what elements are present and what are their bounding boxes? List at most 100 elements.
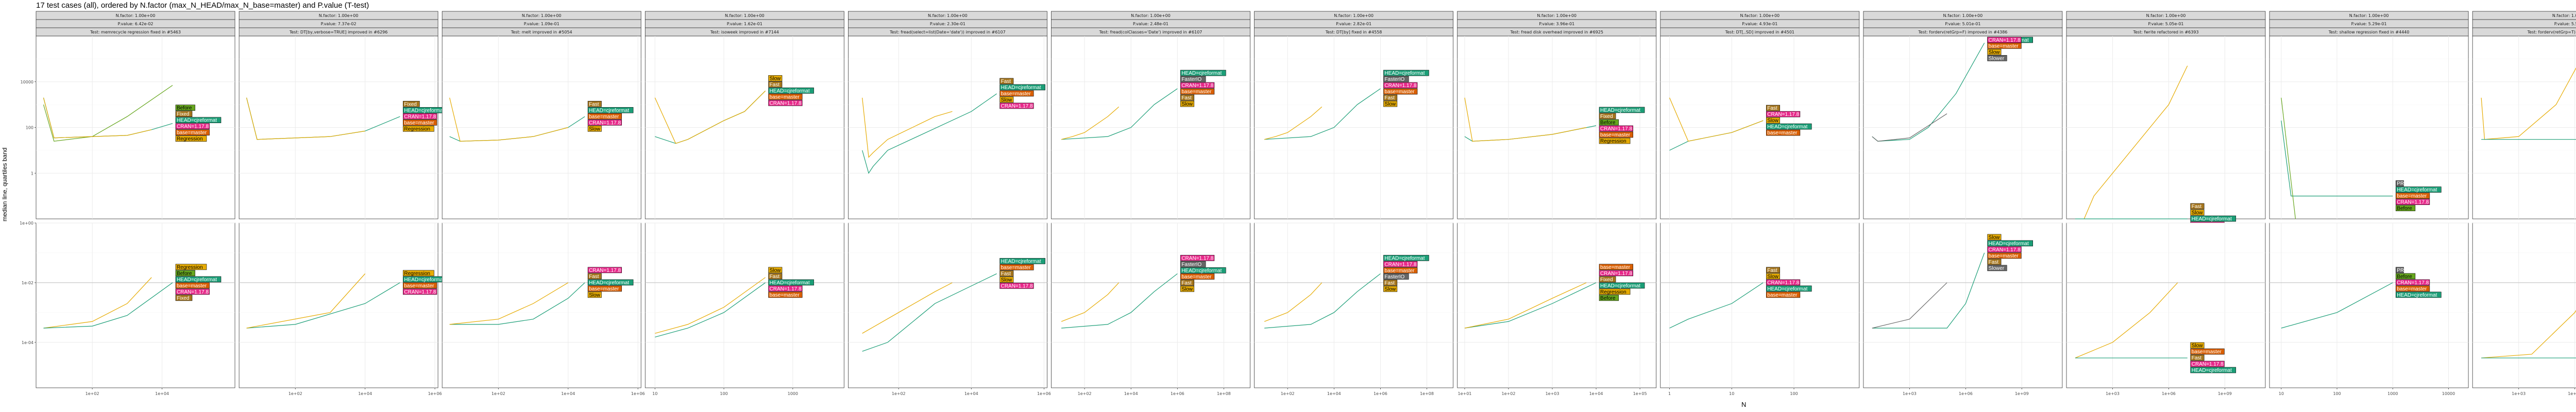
series-line [654,90,766,144]
facet-panel: N.factor: 1.00e+00 P.value: 1.62e-01 Test:… [645,11,844,396]
panel-background [239,222,438,388]
direct-label-box [999,270,1014,277]
x-tick-label: 1e+03 [1903,391,1917,396]
facet-strip-label: N.factor: 1.00e+00 [725,13,765,18]
direct-label: Slow [1767,118,1778,124]
direct-label-box [2190,342,2205,349]
direct-label-box [999,264,1034,270]
facet-strip-label: Test: memrecycle regression fixed in #54… [90,30,181,35]
direct-label: HEAD=cjreformat [1001,259,1041,264]
series-line [43,282,173,329]
facet-strip-label: N.factor: 1.00e+00 [522,13,562,18]
direct-label-box [175,295,193,301]
x-tick-label: 100 [1790,391,1798,396]
facet-panel: N.factor: 1.00e+00 P.value: 5.05e-01 Test:… [2066,11,2266,396]
direct-label-box [999,283,1034,289]
direct-label: CRAN=1.17.8 [770,286,802,292]
series-line [1264,88,1381,140]
direct-label: CRAN=1.17.8 [1767,112,1799,117]
series-line [2281,97,2296,219]
x-tick-label: 10000 [2442,391,2455,396]
direct-label-box [768,88,814,94]
x-tick-label: 1e+03 [2106,391,2120,396]
panel-background [2269,222,2469,388]
direct-label: CRAN=1.17.8 [1181,255,1213,261]
direct-label-box [2396,273,2416,280]
direct-label: Fast [1181,95,1192,101]
direct-label-box [403,282,437,289]
direct-label-box [1766,123,1812,130]
facet-strip-label: Test: fread(select=list(Date='date')) im… [889,30,1006,35]
series-line [1464,97,1587,142]
direct-label: Fixed [1600,277,1613,283]
direct-label: base=master [2397,286,2427,292]
facet-strip-label: Test: fread(colClasses='Date') improved … [1099,30,1202,35]
direct-label-box [1987,259,2002,265]
direct-label-box [175,129,210,135]
direct-label-box [1766,111,1801,117]
direct-label-box [1599,138,1631,144]
direct-label: HEAD=cjreformat [1767,124,1807,130]
direct-label: Slow [1181,286,1193,292]
x-tick-label: 1e+04 [1589,391,1603,396]
direct-label-box [1180,94,1195,101]
direct-label: HEAD=cjreformat [1001,85,1041,91]
direct-label-box [2190,348,2225,355]
direct-label: Fast [1767,268,1777,273]
x-tick-label: 1000 [2387,391,2398,396]
facet-panel: N.factor: 1.00e+00 P.value: 2.48e-01 Test:… [1051,11,1250,396]
direct-label: Regression [177,265,203,270]
direct-label: base=master [1181,89,1212,95]
direct-label: HEAD=cjreformat [1384,255,1425,261]
x-tick-label: 1e+02 [892,391,906,396]
direct-label: Slow [2192,343,2203,349]
series-line [1061,88,1178,140]
direct-label-box [403,288,437,295]
direct-label-box [1987,234,2002,241]
direct-label-box [1599,282,1645,289]
facet-strip-label: N.factor: 1.00e+00 [1537,13,1577,18]
direct-label: HEAD=cjreformat [177,277,217,283]
direct-label: FasterIO [1181,77,1201,82]
series-line [246,282,400,329]
direct-label: Slower [1989,266,2005,271]
x-tick-label: 1e+09 [2218,391,2232,396]
direct-label-box [587,285,622,292]
x-tick-label: 1e+06 [1374,391,1387,396]
panel-background [645,222,844,388]
x-tick-label: 1e+02 [86,391,99,396]
direct-label: Regression [177,136,203,142]
direct-label-box [2190,209,2205,216]
series-line [1464,282,1587,329]
y-tick-label: 10000 [21,80,33,84]
direct-label: base=master [1001,91,1031,97]
facet-panel: N.factor: 1.00e+00 P.value: 5.01e-01 Test:… [1863,11,2063,396]
direct-label: base=master [2192,349,2222,355]
direct-label: base=master [1767,293,1798,298]
series-line [449,282,585,325]
direct-label: Slower [1989,56,2005,61]
facet-panel: N.factor: 1.00e+00 P.value: 2.30e-01 Test:… [848,11,1051,396]
direct-label: Fast [1181,280,1192,286]
direct-label-box [1180,88,1215,95]
direct-label: base=master [404,283,434,289]
series-line [1464,282,1597,329]
direct-label: Slow [770,268,781,273]
direct-label: base=master [177,283,207,289]
direct-label: HEAD=cjreformat [2192,216,2232,222]
facet-strip-label: P.value: 7.37e-02 [321,22,357,26]
direct-label-box [1383,267,1418,273]
direct-label: CRAN=1.17.8 [2192,362,2224,367]
direct-label: CRAN=1.17.8 [404,289,436,295]
direct-label: Before [177,271,192,277]
direct-label: CRAN=1.17.8 [589,268,621,273]
direct-label-box [175,135,207,142]
direct-label: FasterIO [1384,77,1404,82]
direct-label: HEAD=cjreformat [1384,71,1425,76]
direct-label-box [1766,285,1812,292]
direct-label-box [999,84,1045,91]
direct-label-box [1766,291,1801,298]
direct-label: Slow [1181,101,1193,107]
facet-panel: N.factor: 1.00e+00 P.value: 2.82e-01 Test:… [1254,11,1454,396]
direct-label: HEAD=cjreformat [1181,71,1222,76]
